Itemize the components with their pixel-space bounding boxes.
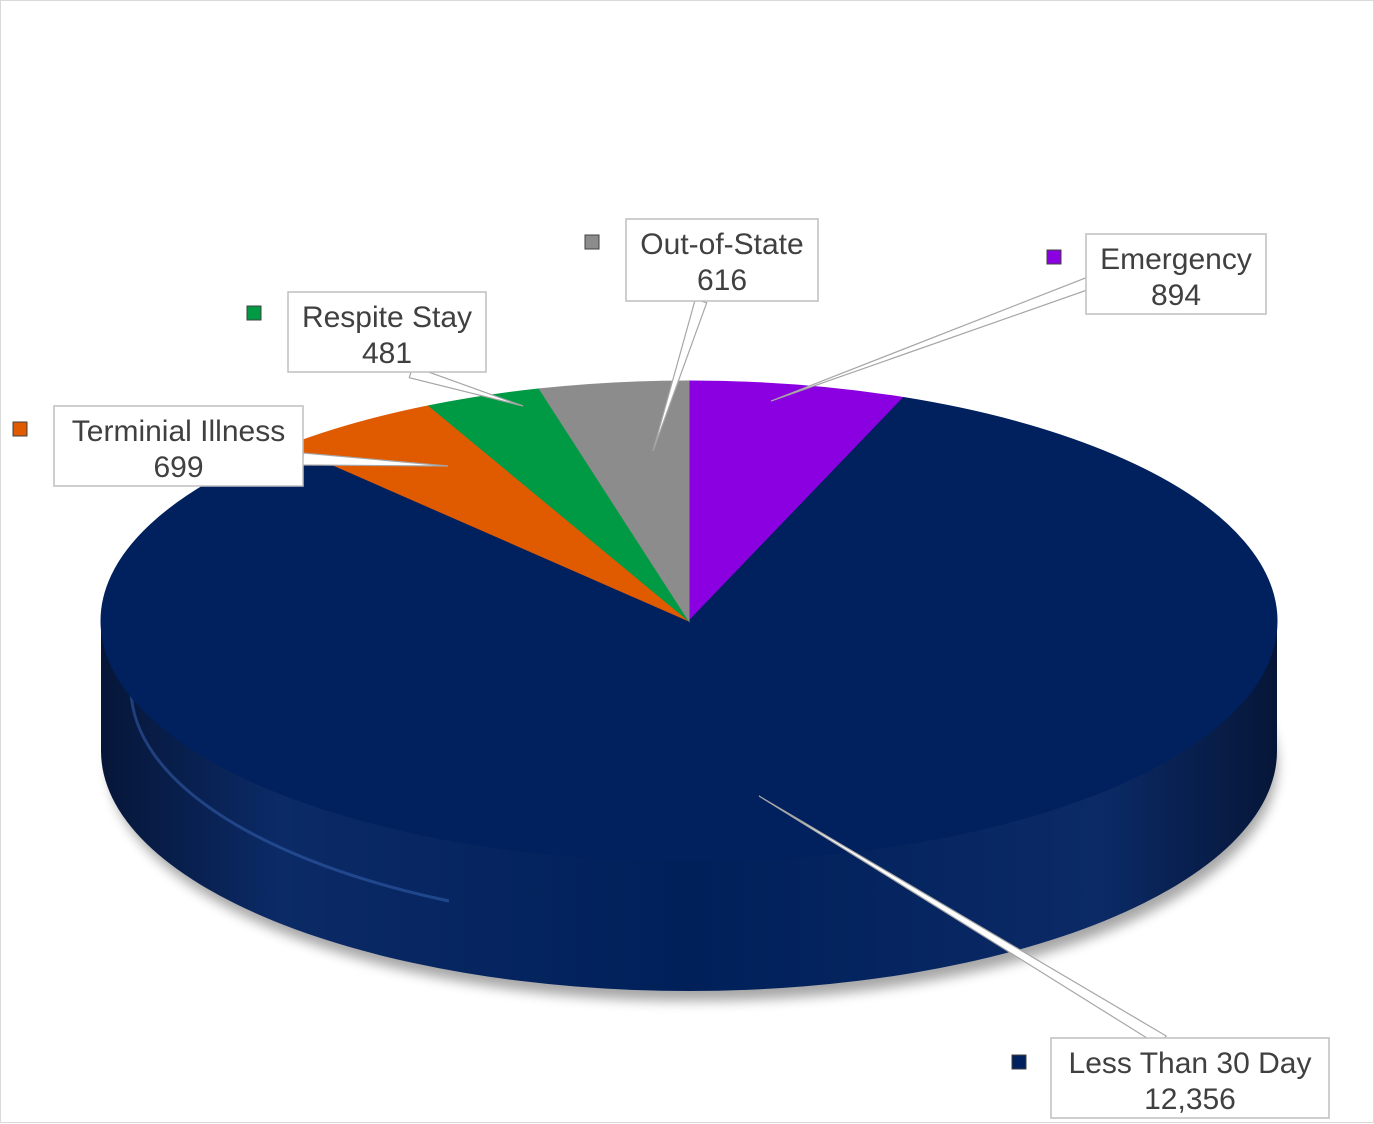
leader-line-emergency xyxy=(770,276,1092,402)
pie-slices xyxy=(100,380,1278,862)
pie-side xyxy=(101,621,1277,991)
pie-side-wall xyxy=(101,621,1277,991)
slice-value: 616 xyxy=(697,264,747,297)
legend-marker-less-than-30-day xyxy=(1011,1054,1027,1070)
slice-label: Out-of-State xyxy=(640,228,803,261)
legend-marker-emergency xyxy=(1046,249,1062,265)
slice-label: Emergency xyxy=(1100,243,1252,276)
slice-label: Respite Stay xyxy=(302,301,472,334)
pie-slice-less-than-30-day xyxy=(100,396,1278,862)
callout-box xyxy=(1050,1037,1330,1119)
slice-value: 699 xyxy=(153,451,203,484)
legend-marker-terminial-illness xyxy=(12,421,28,437)
slice-value: 481 xyxy=(362,337,412,370)
callout-box xyxy=(287,291,487,373)
pie-slice-emergency xyxy=(688,380,905,623)
legend-marker-out-of-state xyxy=(584,234,600,250)
slice-value: 894 xyxy=(1151,279,1201,312)
slice-label: Terminial Illness xyxy=(72,415,285,448)
slice-label: Less Than 30 Day xyxy=(1069,1047,1312,1080)
callout-box xyxy=(625,218,819,302)
pie-slice-out-of-state xyxy=(538,380,690,623)
legend-marker-respite-stay xyxy=(246,305,262,321)
callout-box xyxy=(53,405,304,487)
slice-value: 12,356 xyxy=(1144,1083,1236,1116)
pie-rim-highlight xyxy=(129,690,450,903)
callout-box xyxy=(1085,233,1267,315)
leader-lines xyxy=(302,276,1167,1047)
